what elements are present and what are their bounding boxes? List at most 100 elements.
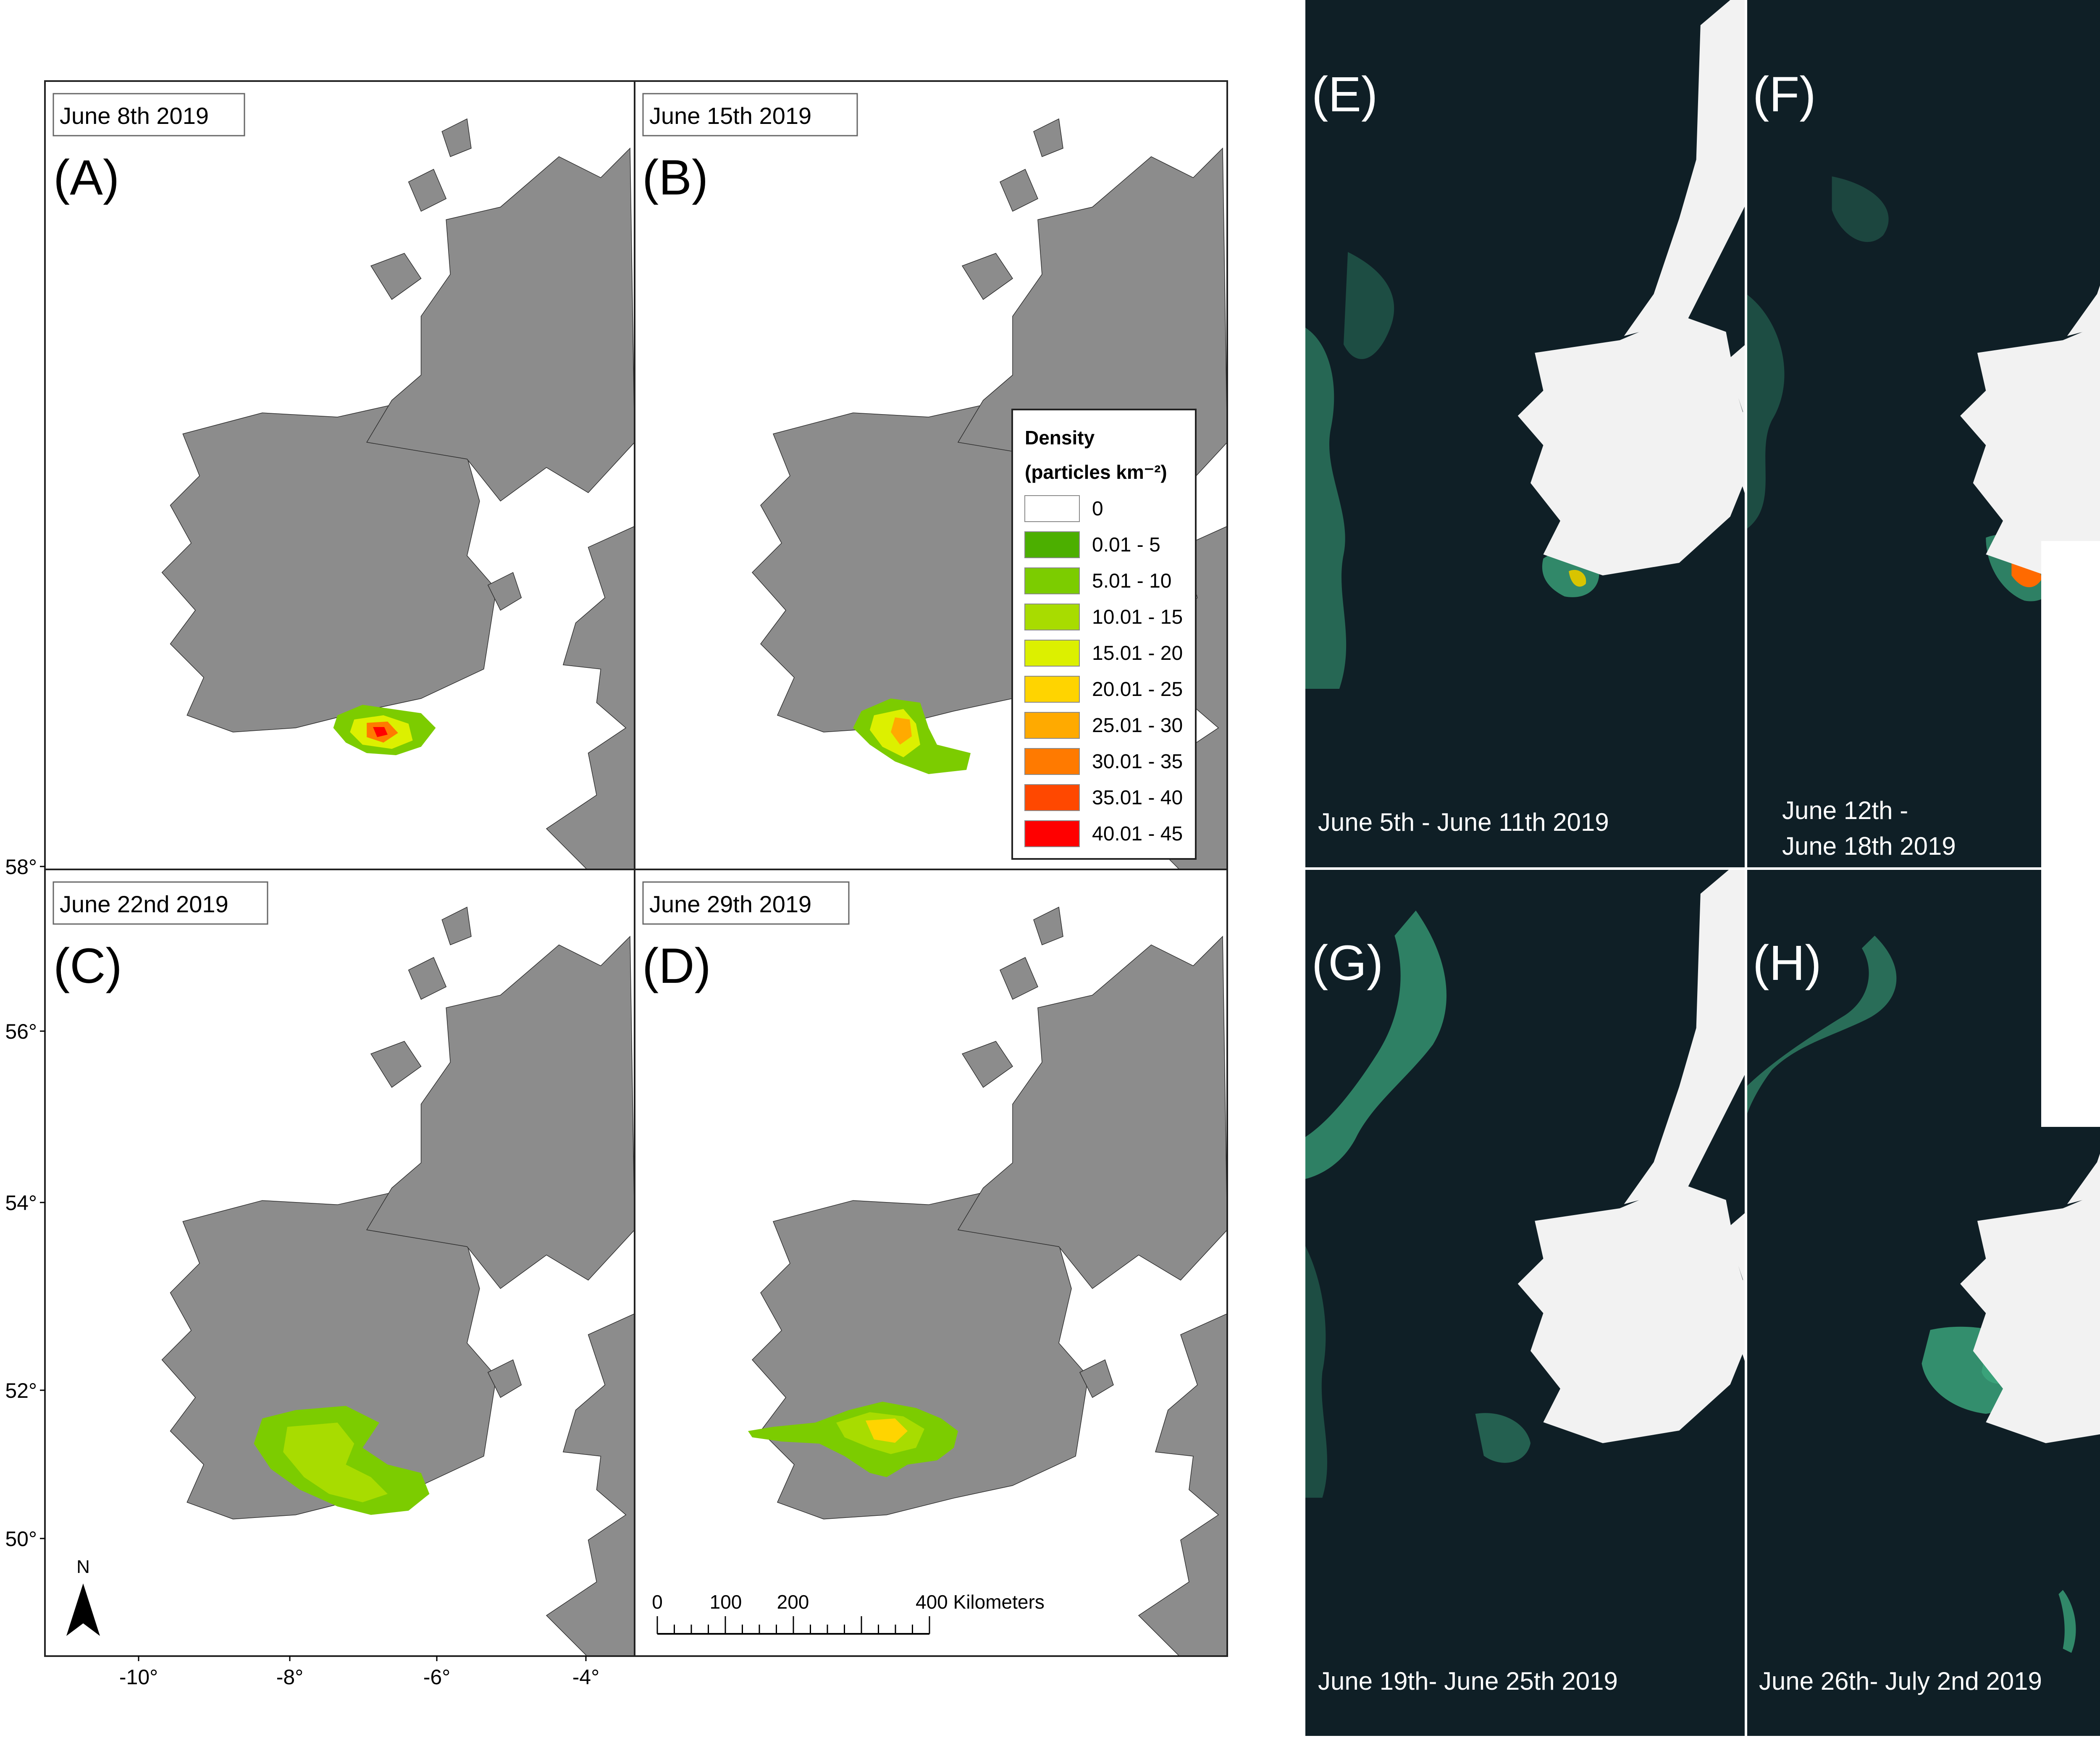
latitude-tick-label: 58° (5, 855, 37, 879)
chlorophyll-bloom (1746, 294, 1785, 529)
panel-caption: June 19th- June 25th 2019 (1318, 1667, 1618, 1695)
scale-bar-label: 0 (652, 1591, 663, 1613)
chlorophyll-bloom (1305, 328, 1347, 689)
date-label-box (52, 93, 245, 137)
satellite-image (1305, 869, 1746, 1736)
satellite-panel: (E) June 5th - June 11th 2019 (1305, 0, 1746, 869)
panel-date: June 29th 2019 (649, 891, 811, 917)
particle-density-plume (254, 1406, 430, 1515)
legend-swatch (1024, 640, 1080, 667)
chlorophyll-bloom (1305, 1246, 1327, 1498)
north-arrow-icon (66, 1583, 100, 1636)
legend-swatch (1024, 712, 1080, 739)
chlorophyll-bloom (1305, 910, 1447, 1179)
latitude-tick-label: 54° (5, 1191, 37, 1215)
chlorophyll-bloom (1746, 935, 1897, 1116)
land-and-bloom (1305, 869, 1746, 1498)
longitude-tick-label: -8° (276, 1665, 303, 1689)
scale-bar-label: 100 (710, 1591, 742, 1613)
land-mass (752, 118, 1227, 869)
legend-item-label: 35.01 - 40 (1092, 787, 1183, 809)
particle-density-plume (853, 698, 971, 774)
map-content (45, 869, 635, 1656)
land-and-bloom (1305, 0, 1746, 689)
legend-unit: (particles km⁻²) (1025, 461, 1167, 483)
panel-letter: (E) (1312, 67, 1378, 122)
density-contour (283, 1423, 388, 1502)
legend-item-label: 5.01 - 10 (1092, 570, 1171, 592)
legend-swatch (1024, 748, 1080, 775)
legend-swatch (1024, 531, 1080, 558)
panel-letter: (A) (53, 150, 119, 205)
date-label-box (642, 881, 850, 925)
panel-border (634, 869, 1228, 1657)
satellite-panel: (H) June 26th- July 2nd 2019 (1746, 869, 2100, 1736)
legend-item-label: 10.01 - 15 (1092, 606, 1183, 628)
density-map-panel: June 29th 2019 (D) (634, 869, 1228, 1657)
map-content (635, 869, 1227, 1656)
colorbar-box (2041, 541, 2100, 1127)
density-contour (866, 1418, 908, 1443)
chlorophyll-bloom (1344, 252, 1394, 359)
panel-caption: June 26th- July 2nd 2019 (1759, 1667, 2042, 1695)
satellite-image (1746, 869, 2100, 1736)
satellite-panel: (F) June 12th - June 18th 2019 (1746, 0, 2100, 869)
legend-swatch (1024, 495, 1080, 522)
bloom-hotspot (1569, 570, 1586, 587)
map-content (45, 81, 635, 869)
chlorophyll-bloom (1475, 1413, 1531, 1463)
legend-swatch (1024, 676, 1080, 703)
scale-bar-label: 200 (777, 1591, 809, 1613)
longitude-tick-label: -4° (572, 1665, 599, 1689)
latitude-tick-label: 52° (5, 1379, 37, 1402)
panel-letter: (F) (1753, 67, 1816, 122)
satellite-image (1746, 0, 2100, 869)
panel-caption: June 5th - June 11th 2019 (1318, 808, 1609, 836)
legend-swatch (1024, 784, 1080, 811)
land-mass (748, 907, 1227, 1656)
panel-letter: (G) (1312, 935, 1383, 991)
panel-date: June 8th 2019 (60, 102, 209, 129)
land-mass (161, 907, 635, 1656)
scale-bar-label: 400 Kilometers (916, 1591, 1045, 1613)
panel-date: June 15th 2019 (649, 102, 811, 129)
panel-caption: June 12th - (1782, 796, 1908, 824)
legend-item-label: 0.01 - 5 (1092, 534, 1160, 556)
panel-letter: (H) (1753, 935, 1822, 991)
panel-letter: (B) (642, 150, 708, 205)
legend-item-label: 25.01 - 30 (1092, 714, 1183, 737)
longitude-tick-label: -10° (119, 1665, 158, 1689)
panel-caption: June 18th 2019 (1782, 832, 1956, 860)
latitude-tick-label: 50° (5, 1527, 37, 1551)
satellite-image (1305, 0, 1746, 869)
legend-swatch (1024, 820, 1080, 847)
density-map-panel: June 8th 2019 (A) (44, 80, 635, 870)
legend-title: Density (1025, 427, 1095, 449)
legend-item-label: 30.01 - 35 (1092, 751, 1183, 773)
density-map-panel: June 22nd 2019 (C) (44, 869, 635, 1657)
particle-density-plume (748, 1402, 958, 1477)
north-arrow-label: N (76, 1557, 90, 1577)
legend-item-label: 0 (1092, 498, 1103, 520)
panel-date: June 22nd 2019 (60, 891, 228, 917)
panel-letter: (C) (53, 938, 122, 994)
legend-swatch (1024, 604, 1080, 630)
longitude-tick-label: -6° (423, 1665, 450, 1689)
date-label-box (642, 93, 858, 137)
date-label-box (52, 881, 268, 925)
legend-swatch (1024, 567, 1080, 594)
latitude-tick-label: 56° (5, 1020, 37, 1043)
panel-letter: (D) (642, 938, 711, 994)
chlorophyll-bloom (1832, 176, 1889, 242)
density-contour (891, 717, 912, 745)
land-mass (161, 118, 635, 869)
legend-item-label: 15.01 - 20 (1092, 642, 1183, 664)
land-and-bloom (1746, 0, 2100, 601)
chlorophyll-bloom (2058, 1590, 2076, 1653)
density-contour (373, 727, 388, 737)
legend-item-label: 20.01 - 25 (1092, 678, 1183, 701)
satellite-panel: (G) June 19th- June 25th 2019 (1305, 869, 1746, 1736)
particle-density-plume (333, 705, 436, 755)
legend-item-label: 40.01 - 45 (1092, 823, 1183, 845)
